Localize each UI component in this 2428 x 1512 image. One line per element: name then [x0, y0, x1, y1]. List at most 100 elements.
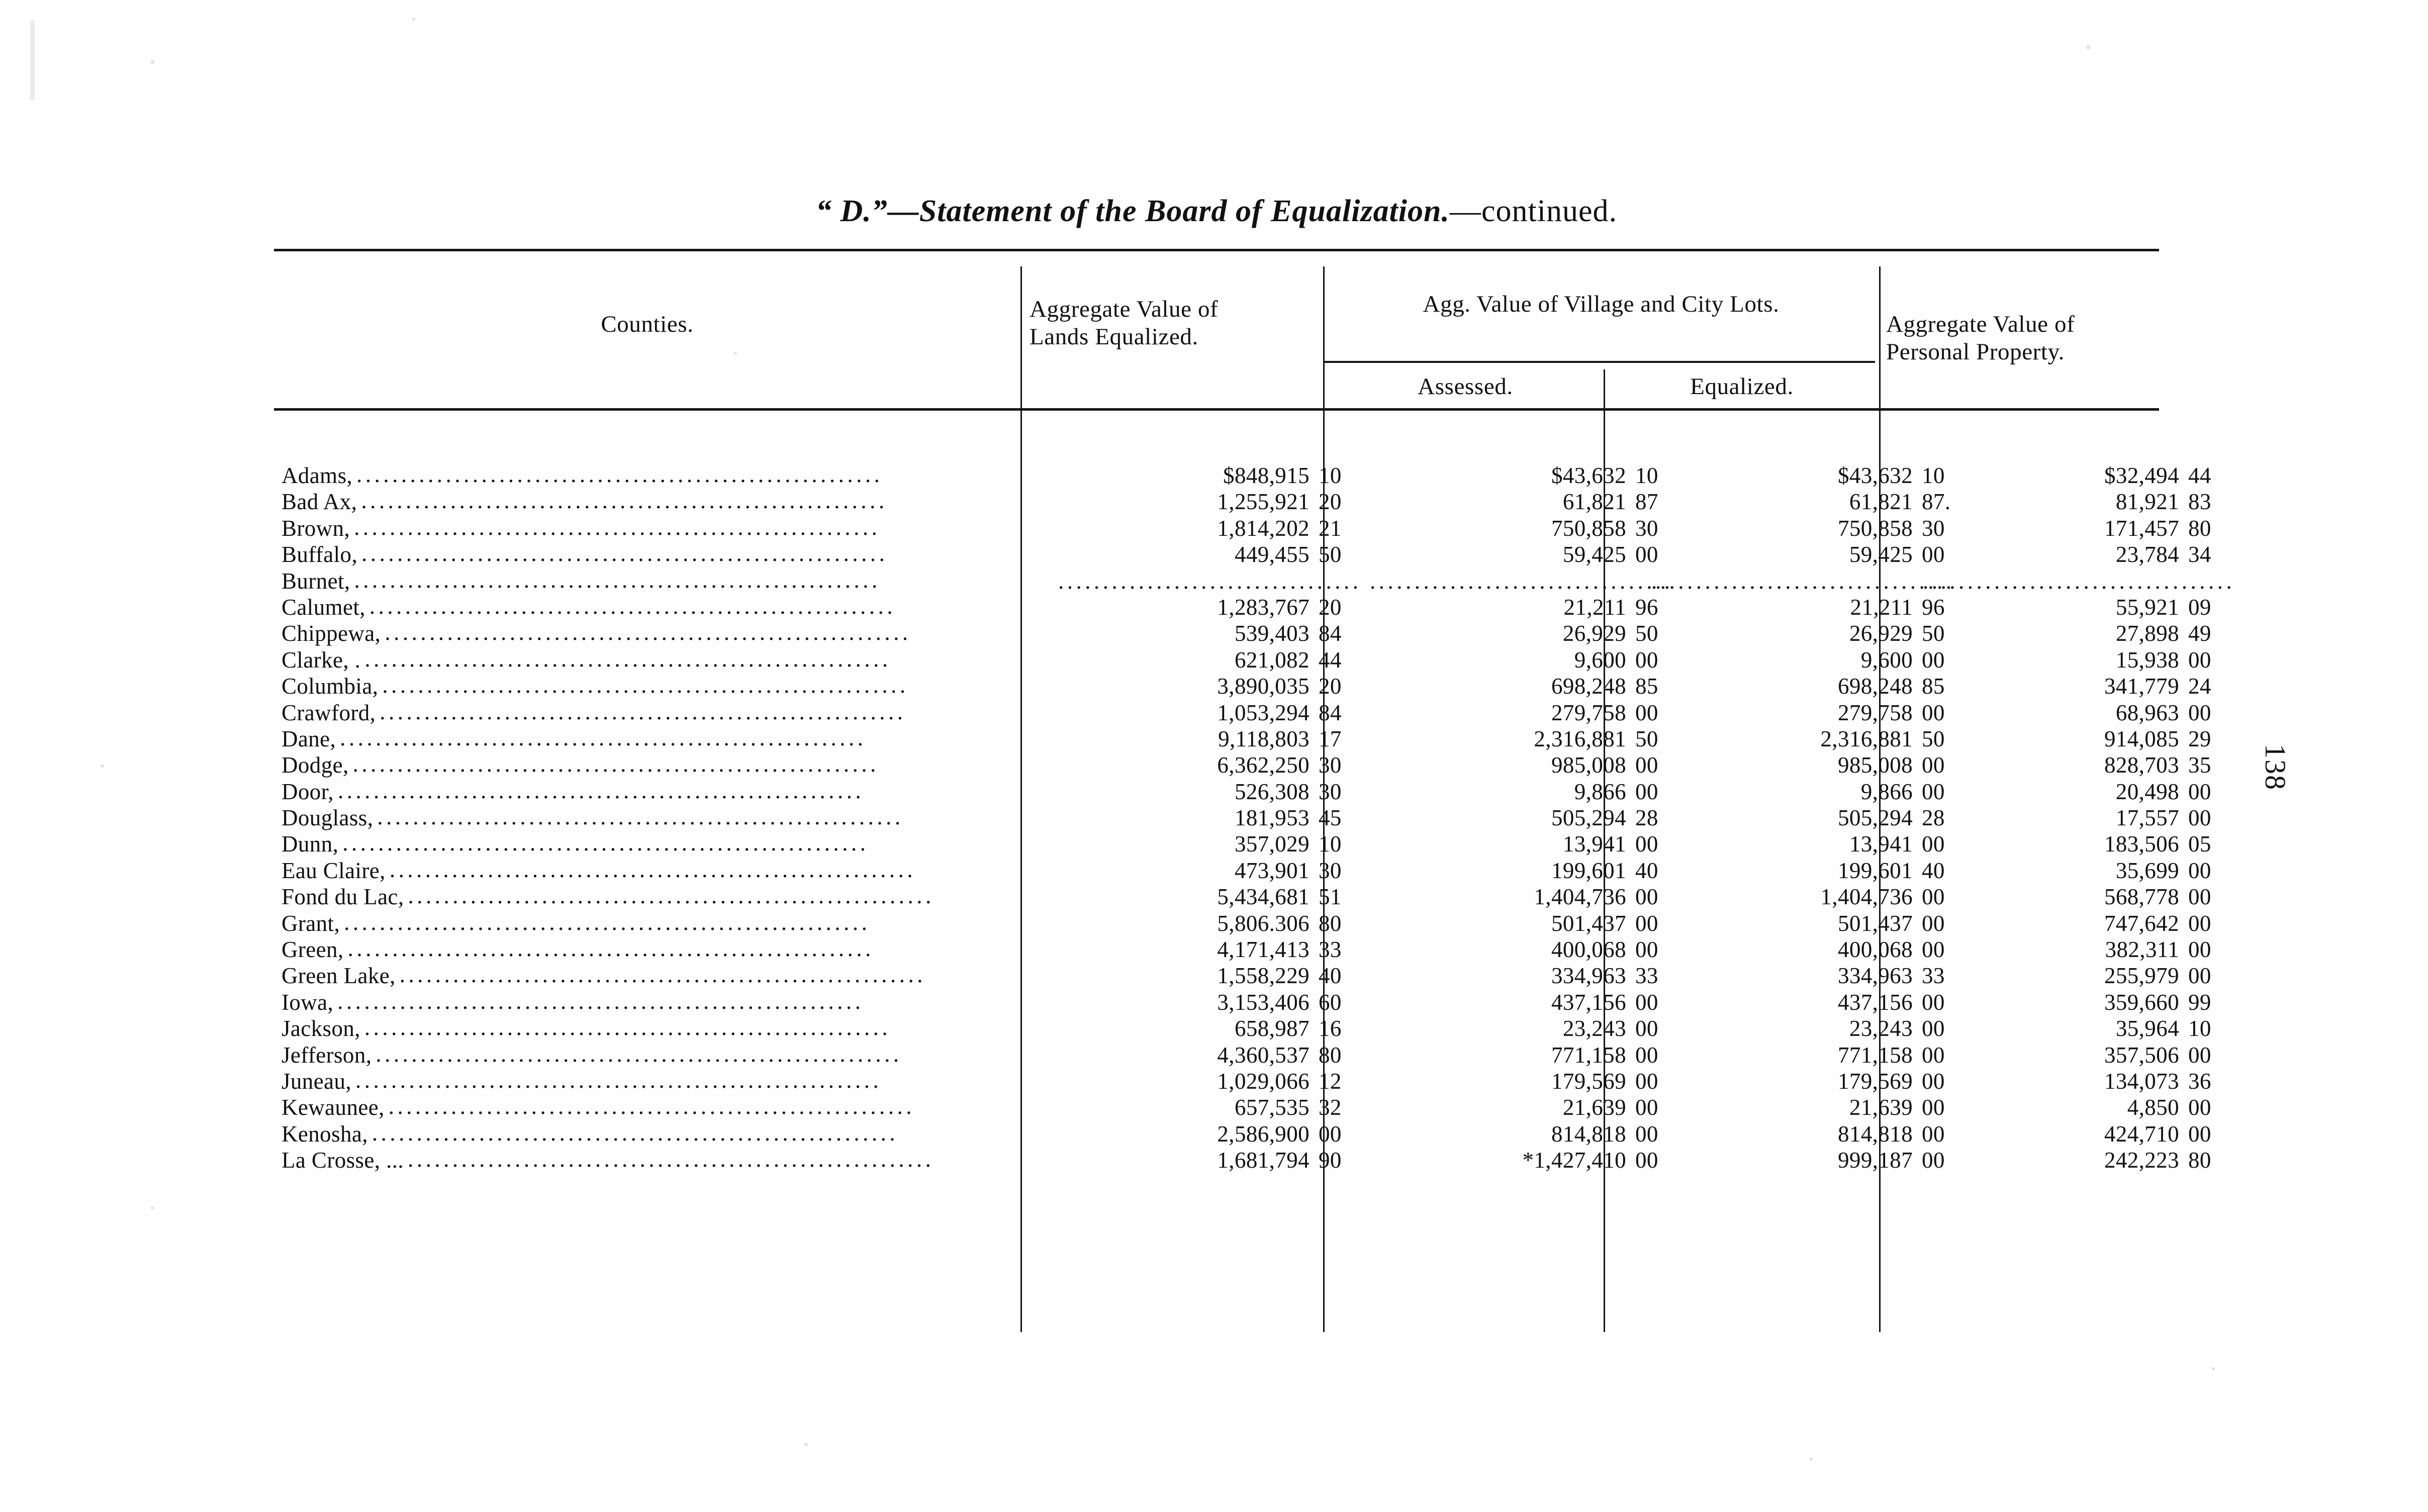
personal-value: 242,223 [2104, 1148, 2179, 1173]
personal-cents: 00 [2188, 937, 2211, 963]
personal-value: 914,085 [2104, 726, 2179, 751]
equalized-value: $43,632 [1837, 463, 1913, 488]
table-top-rule [274, 249, 2159, 251]
dot-leader: ........................................… [342, 832, 869, 855]
county-cell: Juneau,.................................… [282, 1068, 1023, 1094]
county-name: Door, [282, 779, 334, 804]
county-name: Green Lake, [282, 963, 396, 989]
county-name: Green, [282, 937, 344, 963]
county-name: Kenosha, [282, 1121, 368, 1147]
table-row: Calumet,................................… [274, 594, 2211, 620]
personal-value: 359,660 [2104, 989, 2179, 1015]
equalized-cents: 10 [1922, 463, 1945, 488]
county-name: Eau Claire, [282, 858, 386, 883]
county-cell: Fond du Lac,............................… [282, 884, 1023, 910]
equalized-cents: 00 [1922, 1042, 1945, 1068]
county-cell: Brown,..................................… [282, 515, 1023, 541]
table-row: Jackson,................................… [274, 1015, 2211, 1042]
table-row: Door,...................................… [274, 779, 2211, 805]
table-row: Dane,...................................… [274, 726, 2211, 752]
county-cell: Jackson,................................… [282, 1015, 1023, 1042]
personal-cents: 29 [2188, 726, 2211, 751]
personal-value: 134,073 [2104, 1068, 2179, 1094]
assessed-value: 505,294 [1551, 805, 1626, 831]
assessed-cents: 28 [1635, 805, 1658, 831]
county-cell: Dodge,..................................… [282, 752, 1023, 778]
lands-cents: 12 [1319, 1068, 1342, 1094]
column-header-personal-line1: Aggregate Value of [1886, 311, 2075, 337]
equalized-cents: 96 [1922, 594, 1945, 620]
personal-value: 382,311 [2105, 937, 2179, 963]
personal-cents: 00 [2188, 700, 2211, 725]
personal-cents: 00 [2188, 779, 2211, 804]
lands-value: 1,558,229 [1217, 963, 1310, 989]
assessed-value: *1,427,410 [1522, 1148, 1626, 1173]
county-cell: Burnet,.................................… [282, 568, 1023, 594]
equalized-value: 437,156 [1837, 989, 1913, 1015]
personal-cents: 05 [2188, 831, 2211, 857]
equalized-cents: 50 [1922, 621, 1945, 646]
assessed-value: 21,639 [1562, 1095, 1626, 1120]
assessed-value: 199,601 [1551, 858, 1626, 883]
assessed-value: $43,632 [1551, 463, 1626, 488]
county-cell: Door,...................................… [282, 779, 1023, 805]
county-cell: Douglass,...............................… [282, 805, 1023, 831]
dot-leader: ........................................… [382, 674, 909, 697]
personal-cents: 00 [2188, 1042, 2211, 1068]
dot-leader: ........................................… [340, 726, 867, 749]
assessed-value: 179,569 [1551, 1068, 1626, 1094]
personal-cents: 00 [2188, 1121, 2211, 1147]
assessed-cents: 00 [1635, 779, 1658, 804]
table-row: Brown,..................................… [274, 515, 2211, 541]
county-name: Kewaunee, [282, 1095, 385, 1120]
scan-speck [2086, 45, 2090, 49]
lands-cents: 90 [1319, 1148, 1342, 1173]
personal-value: $32,494 [2104, 463, 2179, 488]
personal-cents: 34 [2188, 542, 2211, 568]
county-cell: Green Lake,.............................… [282, 963, 1023, 989]
column-divider-4 [1879, 266, 1881, 1332]
assessed-cents: 30 [1635, 515, 1658, 541]
equalized-value: 2,316,881 [1820, 726, 1913, 751]
equalized-value: 501,437 [1837, 910, 1913, 936]
assessed-value: 501,437 [1551, 910, 1626, 936]
county-name: Bad Ax, [282, 489, 357, 515]
equalized-value: 400,068 [1837, 937, 1913, 963]
county-cell: Green, .................................… [282, 936, 1023, 963]
assessed-value: 771,158 [1551, 1042, 1626, 1068]
dot-leader: ........................................… [388, 1095, 915, 1118]
lands-value: 539,403 [1234, 621, 1310, 646]
county-name: La Crosse, ... [282, 1148, 404, 1173]
personal-value: 341,779 [2104, 674, 2179, 699]
dot-leader: ........................................… [352, 753, 879, 776]
lands-cents: 32 [1319, 1095, 1342, 1120]
column-header-lands-equalized: Aggregate Value of Lands Equalized. [1030, 296, 1316, 351]
personal-value: 15,938 [2115, 647, 2179, 673]
personal-value: 183,506 [2104, 831, 2179, 857]
table-row: Grant,..................................… [274, 910, 2211, 936]
equalized-value: 21,639 [1849, 1095, 1913, 1120]
dot-leader: ........................................… [347, 937, 874, 961]
table-row: Douglass,...............................… [274, 805, 2211, 831]
assessed-cents: 00 [1635, 989, 1658, 1015]
assessed-value: 2,316,881 [1534, 726, 1626, 751]
column-header-counties: Counties. [601, 311, 694, 337]
dot-leader: ........................................… [389, 858, 916, 881]
personal-value: 68,963 [2115, 700, 2179, 725]
assessed-value: 61,821 [1562, 489, 1626, 515]
personal-value: 20,498 [2115, 779, 2179, 804]
county-name: Juneau, [282, 1068, 352, 1094]
equalized-cents: 00 [1922, 884, 1945, 910]
scan-speck [151, 60, 154, 64]
personal-cents: 44 [2188, 463, 2211, 488]
personal-value: 35,699 [2115, 858, 2179, 883]
lands-cents: 50 [1319, 542, 1342, 568]
table-header-rule [274, 408, 2159, 411]
column-header-lands-line2: Lands Equalized. [1030, 324, 1198, 350]
equalized-cents: 00 [1922, 752, 1945, 778]
equalized-cents: 30 [1922, 515, 1945, 541]
personal-value: 55,921 [2115, 594, 2179, 620]
county-cell: Dunn,...................................… [282, 831, 1023, 857]
lands-value: 4,360,537 [1217, 1042, 1310, 1068]
dot-leader: ........................................… [1370, 568, 1671, 594]
